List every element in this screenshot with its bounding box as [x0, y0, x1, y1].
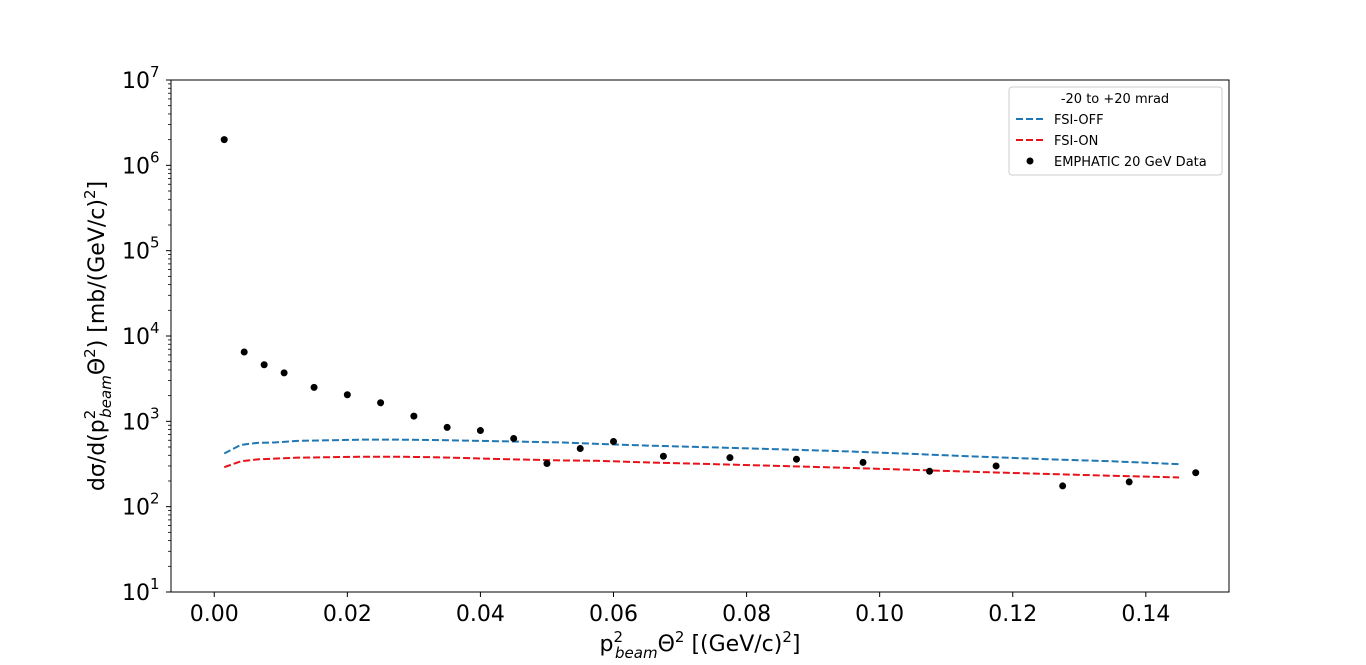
- y-tick-label: 103: [122, 404, 160, 435]
- y-axis-title: dσ/d(p2beamΘ2) [mb/(GeV/c)2]: [81, 181, 115, 491]
- data-point: [443, 423, 451, 431]
- legend-box: [1008, 86, 1223, 176]
- data-point: [543, 460, 551, 468]
- series-line: [223, 438, 1180, 466]
- data-point: [726, 454, 734, 462]
- y-tick-label: 106: [122, 148, 160, 179]
- data-point: [926, 467, 934, 475]
- legend-swatch: [1026, 157, 1034, 165]
- y-tick-label: 101: [122, 575, 160, 606]
- data-point: [476, 427, 484, 435]
- legend-title: -20 to +20 mrad: [1061, 92, 1169, 107]
- data-point: [1192, 469, 1200, 477]
- x-tick-label: 0.12: [988, 602, 1037, 627]
- x-axis-ticks: 0.00 0.02 0.04 0.06 0.08 0.10 0.12 0.14: [190, 592, 1170, 627]
- data-point: [343, 391, 351, 399]
- data-point: [260, 361, 268, 369]
- data-point: [220, 136, 228, 144]
- x-tick-label: 0.00: [190, 602, 239, 627]
- legend-label: FSI-OFF: [1054, 113, 1104, 128]
- x-tick-label: 0.10: [855, 602, 904, 627]
- x-tick-label: 0.06: [589, 602, 638, 627]
- x-axis-title: p2 beamΘ2 [(GeV/c)2]: [600, 628, 801, 662]
- y-axis-ticks: 101 102 103 104 105 106 107: [122, 63, 171, 606]
- data-point: [576, 445, 584, 453]
- data-point: [859, 458, 867, 466]
- data-point: [992, 462, 1000, 470]
- data-point: [377, 399, 385, 407]
- legend: -20 to +20 mrad FSI-OFF FSI-ON EMPHATIC 20…: [1008, 86, 1223, 176]
- series-line: [223, 455, 1180, 479]
- y-tick-label: 105: [122, 234, 160, 265]
- y-tick-label: 107: [122, 63, 160, 94]
- legend-label: FSI-ON: [1054, 134, 1098, 149]
- data-point: [510, 434, 518, 442]
- data-point: [280, 369, 288, 377]
- series-layer: [220, 136, 1200, 490]
- x-tick-label: 0.08: [722, 602, 771, 627]
- x-tick-label: 0.04: [456, 602, 505, 627]
- x-tick-label: 0.14: [1121, 602, 1170, 627]
- data-point: [1059, 482, 1067, 490]
- legend-label: EMPHATIC 20 GeV Data: [1054, 155, 1207, 170]
- data-point: [1125, 478, 1133, 486]
- data-point: [659, 452, 667, 460]
- data-point: [240, 348, 248, 356]
- y-tick-label: 102: [122, 490, 160, 521]
- y-tick-label: 104: [122, 319, 160, 350]
- data-point: [609, 438, 617, 446]
- data-point: [410, 412, 418, 420]
- data-point: [310, 383, 318, 391]
- x-tick-label: 0.02: [323, 602, 372, 627]
- data-point: [792, 455, 800, 463]
